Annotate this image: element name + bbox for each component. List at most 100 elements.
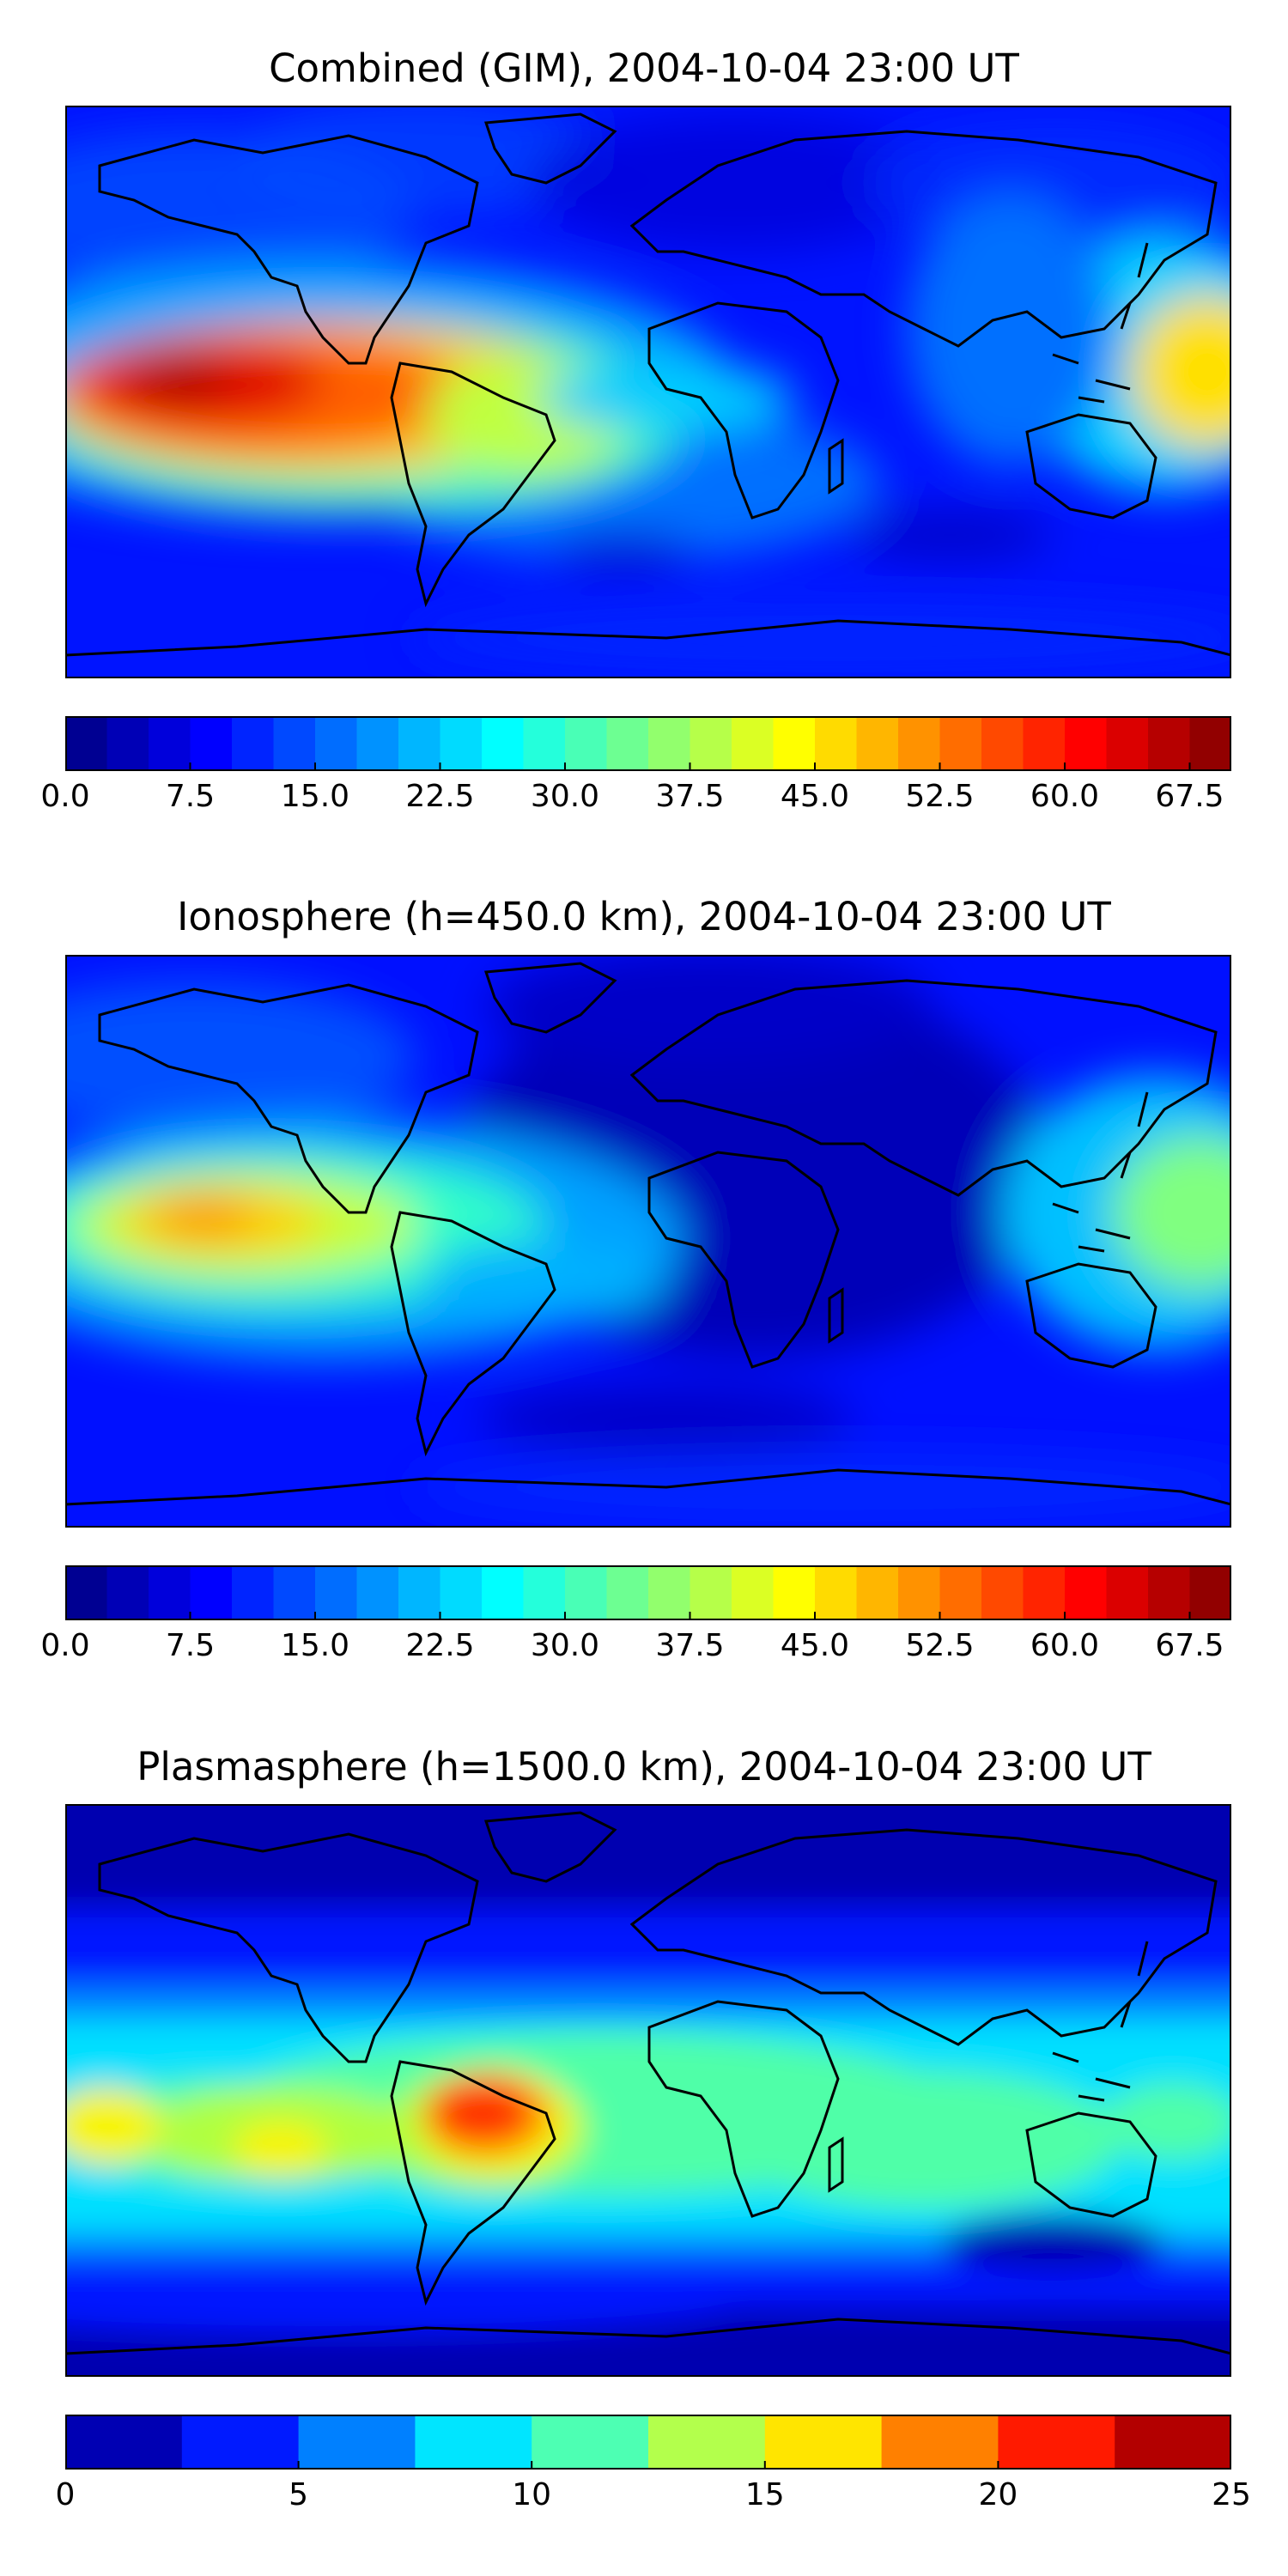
- colorbar-tick-label: 15.0: [280, 779, 350, 814]
- colorbar-segment: [273, 1565, 316, 1620]
- colorbar-segment: [232, 1565, 275, 1620]
- colorbar-segment: [856, 716, 899, 771]
- colorbar-segment: [65, 1565, 108, 1620]
- colorbar-tick-label: 0.0: [40, 1628, 90, 1663]
- colorbar-tick-label: 7.5: [165, 779, 216, 814]
- colorbar-segment: [815, 1565, 858, 1620]
- colorbar-segment: [440, 1565, 483, 1620]
- colorbar-tick-label: 60.0: [1030, 1628, 1100, 1663]
- colorbar-segment: [648, 2415, 766, 2470]
- colorbar-segment: [764, 2415, 883, 2470]
- colorbar-tick-label: 67.5: [1155, 779, 1224, 814]
- panel-title-plasmasphere: Plasmasphere (h=1500.0 km), 2004-10-04 2…: [137, 1744, 1151, 1789]
- colorbar-tick-label: 15: [744, 2477, 785, 2512]
- colorbar-segment: [1065, 716, 1108, 771]
- colorbar-segment: [690, 716, 732, 771]
- colorbar-segment: [315, 716, 358, 771]
- colorbar-segment: [981, 716, 1024, 771]
- colorbar-segment: [1189, 716, 1231, 771]
- colorbar-segment: [1023, 716, 1066, 771]
- colorbar-segment: [1023, 1565, 1066, 1620]
- colorbar-tick-label: 0: [55, 2477, 76, 2512]
- colorbar-segment: [440, 716, 483, 771]
- colorbar-segment: [315, 1565, 358, 1620]
- colorbar-tick-label: 25: [1212, 2477, 1251, 2512]
- colorbar-segment: [881, 2415, 999, 2470]
- colorbar-segment: [298, 2415, 416, 2470]
- colorbar-segment: [773, 716, 816, 771]
- colorbar-segment: [939, 716, 982, 771]
- colorbar-tick-label: 5: [289, 2477, 309, 2512]
- colorbar-segment: [482, 716, 525, 771]
- colorbar-tick-label: 45.0: [780, 1628, 850, 1663]
- colorbar-segment: [523, 716, 566, 771]
- colorbar-segment: [415, 2415, 532, 2470]
- colorbar-tick-label: 7.5: [165, 1628, 216, 1663]
- panel-title-ionosphere: Ionosphere (h=450.0 km), 2004-10-04 23:0…: [177, 894, 1111, 939]
- colorbar-segment: [606, 716, 649, 771]
- map-ionosphere: [65, 955, 1231, 1528]
- colorbar-tick-label: 22.5: [405, 779, 475, 814]
- colorbar-segment: [1106, 1565, 1149, 1620]
- colorbar-segment: [1065, 1565, 1108, 1620]
- colorbar-tick-label: 30.0: [530, 779, 600, 814]
- colorbar-segment: [181, 2415, 300, 2470]
- colorbar-segment: [1148, 716, 1191, 771]
- colorbar-tick-label: 15.0: [280, 1628, 350, 1663]
- colorbar-segment: [523, 1565, 566, 1620]
- colorbar-segment: [815, 716, 858, 771]
- colorbar-segment: [106, 1565, 149, 1620]
- colorbar-border: [65, 716, 1231, 771]
- colorbar-border: [65, 1565, 1231, 1620]
- colorbar-tick-label: 20: [978, 2477, 1018, 2512]
- colorbar-ionosphere: [65, 1565, 1231, 1620]
- colorbar-segment: [565, 716, 608, 771]
- colorbar-tick-label: 67.5: [1155, 1628, 1224, 1663]
- colorbar-plasmasphere: [65, 2415, 1231, 2470]
- colorbar-tick-label: 30.0: [530, 1628, 600, 1663]
- colorbar-segment: [1148, 1565, 1191, 1620]
- colorbar-segment: [648, 716, 691, 771]
- colorbar-tick-label: 52.5: [905, 779, 975, 814]
- colorbar-segment: [732, 1565, 775, 1620]
- colorbar-segment: [856, 1565, 899, 1620]
- map-plasmasphere: [65, 1804, 1231, 2377]
- colorbar-segment: [106, 716, 149, 771]
- colorbar-segment: [398, 716, 441, 771]
- colorbar-segment: [732, 716, 775, 771]
- colorbar-segment: [190, 716, 233, 771]
- colorbar-segment: [190, 1565, 233, 1620]
- colorbar-segment: [1189, 1565, 1231, 1620]
- colorbar-segment: [356, 1565, 399, 1620]
- colorbar-segment: [981, 1565, 1024, 1620]
- colorbar-segment: [482, 1565, 525, 1620]
- colorbar-segment: [65, 716, 108, 771]
- colorbar-combined: [65, 716, 1231, 771]
- colorbar-segment: [773, 1565, 816, 1620]
- colorbar-tick-label: 45.0: [780, 779, 850, 814]
- colorbar-segment: [65, 2415, 183, 2470]
- colorbar-segment: [149, 1565, 191, 1620]
- colorbar-tick-label: 37.5: [655, 1628, 725, 1663]
- map-combined: [65, 106, 1231, 678]
- colorbar-segment: [398, 1565, 441, 1620]
- colorbar-segment: [1115, 2415, 1231, 2470]
- colorbar-tick-label: 10: [512, 2477, 552, 2512]
- colorbar-segment: [898, 1565, 941, 1620]
- colorbar-tick-label: 52.5: [905, 1628, 975, 1663]
- colorbar-segment: [1106, 716, 1149, 771]
- colorbar-tick-label: 22.5: [405, 1628, 475, 1663]
- colorbar-segment: [898, 716, 941, 771]
- colorbar-segment: [606, 1565, 649, 1620]
- colorbar-tick-label: 60.0: [1030, 779, 1100, 814]
- panel-title-combined: Combined (GIM), 2004-10-04 23:00 UT: [269, 46, 1019, 91]
- colorbar-segment: [648, 1565, 691, 1620]
- colorbar-segment: [273, 716, 316, 771]
- colorbar-segment: [939, 1565, 982, 1620]
- colorbar-border: [65, 2415, 1231, 2470]
- colorbar-segment: [565, 1565, 608, 1620]
- colorbar-tick-label: 0.0: [40, 779, 90, 814]
- colorbar-segment: [356, 716, 399, 771]
- colorbar-segment: [532, 2415, 649, 2470]
- colorbar-segment: [149, 716, 191, 771]
